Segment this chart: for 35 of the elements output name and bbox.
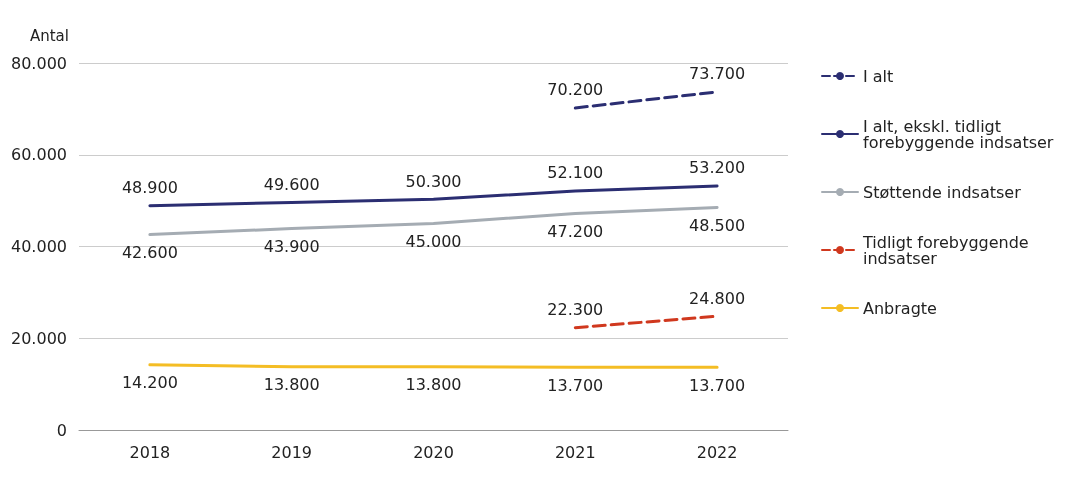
y-tick-label: 60.000 bbox=[11, 145, 67, 165]
y-tick-label: 80.000 bbox=[11, 53, 67, 73]
y-tick-label: 40.000 bbox=[11, 237, 67, 256]
data-label: 13.700 bbox=[547, 375, 604, 395]
data-label: 48.500 bbox=[689, 216, 746, 236]
legend-label: I alt bbox=[863, 66, 894, 86]
data-label: 45.000 bbox=[405, 232, 462, 252]
x-tick-label: 2019 bbox=[271, 442, 313, 462]
data-label: 24.800 bbox=[689, 288, 746, 308]
data-label: 13.800 bbox=[263, 375, 320, 395]
data-label: 49.600 bbox=[263, 174, 320, 194]
legend-label: Støttende indsatser bbox=[863, 182, 1022, 202]
legend-label: Tidligt forebyggende indsatser bbox=[862, 232, 1034, 268]
x-tick-label: 2022 bbox=[696, 442, 738, 462]
data-label: 73.700 bbox=[689, 64, 746, 84]
data-label: 50.300 bbox=[405, 171, 462, 191]
data-label: 47.200 bbox=[547, 221, 604, 241]
x-tick-label: 2018 bbox=[129, 442, 171, 462]
x-tick-label: 2021 bbox=[554, 442, 596, 462]
legend-label: I alt, ekskl. tidligt forebyggende indsatser bbox=[863, 116, 1054, 152]
data-label: 70.200 bbox=[547, 80, 604, 100]
data-label: 43.900 bbox=[263, 237, 320, 257]
data-label: 14.200 bbox=[121, 373, 178, 393]
y-axis-title: Antal bbox=[29, 26, 69, 45]
y-tick-label: 0 bbox=[56, 420, 67, 440]
x-tick-label: 2020 bbox=[413, 442, 454, 462]
data-label: 42.600 bbox=[121, 243, 178, 263]
data-label: 22.300 bbox=[547, 300, 604, 320]
data-label: 48.900 bbox=[121, 178, 178, 198]
y-tick-label: 20.000 bbox=[11, 328, 67, 348]
data-label: 53.200 bbox=[689, 158, 746, 178]
data-label: 52.100 bbox=[547, 163, 604, 183]
legend-label: Anbragte bbox=[863, 298, 937, 318]
data-label: 13.700 bbox=[689, 375, 746, 395]
data-label: 13.800 bbox=[405, 375, 462, 395]
